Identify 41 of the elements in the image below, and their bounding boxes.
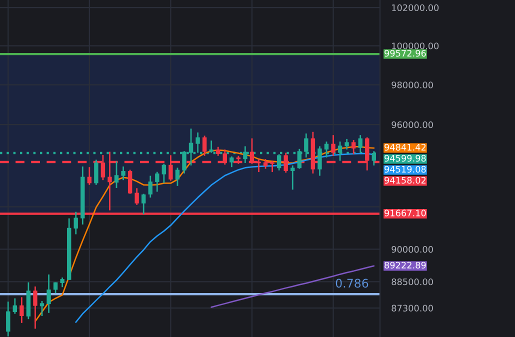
candlestick	[12, 298, 17, 314]
candlestick	[114, 160, 119, 189]
ref-line-label: 94599.98	[384, 154, 426, 162]
data-label: 89222.89	[384, 262, 426, 269]
candlestick	[33, 286, 38, 330]
y-tick-label: 88500.00	[392, 278, 433, 286]
candlestick	[20, 296, 24, 324]
y-tick-label: 87300.00	[392, 304, 433, 312]
y-tick-label: 100000.00	[392, 42, 439, 50]
candlestick	[351, 139, 356, 155]
candlestick	[290, 164, 295, 190]
candlestick	[344, 138, 349, 150]
y-tick-label: 102000.00	[392, 4, 439, 12]
y-tick-label: 98000.00	[392, 82, 433, 88]
candlestick	[40, 300, 44, 317]
data-label: 94841.42	[384, 144, 426, 151]
ref-line-label: 99572.96	[384, 50, 426, 57]
ref-line-label: 94158.02	[384, 176, 426, 184]
data-label: 94519.08	[384, 166, 426, 173]
candlestick	[318, 146, 322, 176]
y-tick-label: 96000.00	[392, 121, 433, 128]
candlestick	[128, 169, 132, 195]
candlestick	[331, 134, 336, 157]
candlestick	[134, 188, 139, 206]
candlestick	[175, 167, 180, 187]
candlestick	[121, 166, 126, 181]
candlestick	[148, 175, 152, 198]
line-series	[210, 265, 375, 308]
ref-line-label: 91667.10	[384, 210, 426, 216]
candlestick	[162, 163, 166, 184]
candlestick	[230, 156, 234, 168]
candlestick	[46, 274, 51, 314]
y-tick-label: 90000.00	[392, 246, 433, 253]
annotation: 0.786	[336, 278, 368, 288]
candlestick	[74, 211, 78, 235]
candlestick	[6, 300, 10, 337]
candlestick	[155, 171, 160, 192]
candlestick	[60, 276, 64, 288]
candlestick	[94, 159, 98, 186]
candlestick	[202, 135, 207, 157]
candlestick	[142, 193, 146, 215]
